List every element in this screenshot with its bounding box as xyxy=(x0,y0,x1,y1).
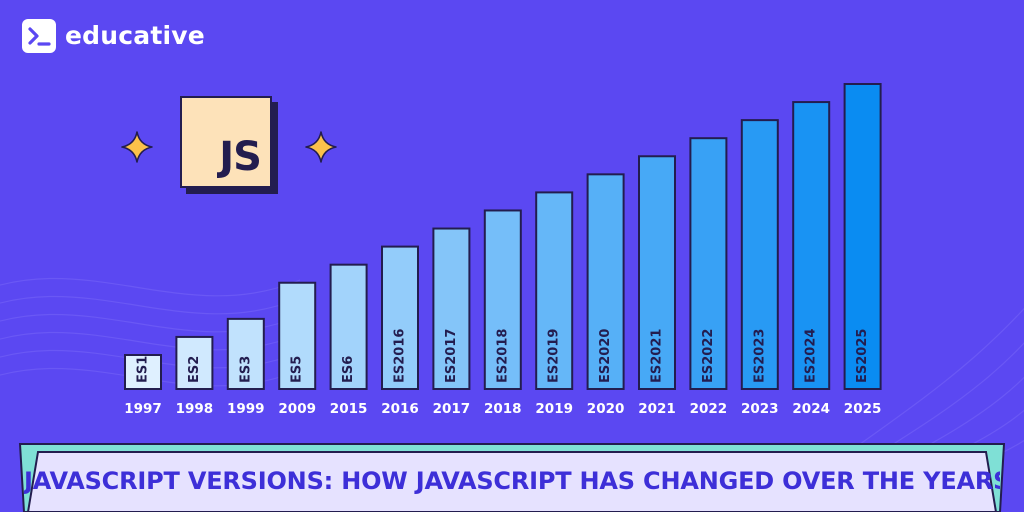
bar-label-ES2017: ES2017 xyxy=(444,329,459,383)
bar-2019 xyxy=(535,191,574,390)
terminal-prompt-icon xyxy=(22,19,56,53)
x-tick-label-2025: 2025 xyxy=(844,401,882,417)
x-tick-label-2017: 2017 xyxy=(433,401,471,417)
bar-2016 xyxy=(381,245,419,390)
bar-2025 xyxy=(843,83,882,390)
x-tick-label-2022: 2022 xyxy=(690,401,728,417)
bar-1999 xyxy=(226,317,265,390)
bar-2009 xyxy=(278,281,317,391)
x-tick-label-2015: 2015 xyxy=(330,401,368,417)
bar-2017 xyxy=(432,227,471,390)
bar-2020 xyxy=(586,173,625,390)
x-tick-label-2018: 2018 xyxy=(484,401,522,417)
x-tick-label-2020: 2020 xyxy=(587,401,625,417)
bar-1997 xyxy=(124,354,162,390)
title-banner xyxy=(0,436,1024,512)
javascript-badge: JS xyxy=(180,96,272,188)
bar-label-ES2016: ES2016 xyxy=(393,329,408,383)
bar-2022 xyxy=(689,137,728,390)
bar-label-ES2018: ES2018 xyxy=(495,329,510,383)
javascript-badge-label: JS xyxy=(219,134,262,180)
bar-label-ES2022: ES2022 xyxy=(701,329,716,383)
x-tick-label-1997: 1997 xyxy=(124,401,162,417)
x-tick-label-1999: 1999 xyxy=(227,401,265,417)
x-tick-label-2021: 2021 xyxy=(638,401,676,417)
x-tick-label-2019: 2019 xyxy=(535,401,573,417)
x-tick-label-2024: 2024 xyxy=(792,401,830,417)
x-tick-label-2023: 2023 xyxy=(741,401,779,417)
bar-label-ES2020: ES2020 xyxy=(598,329,613,383)
bar-label-ES2: ES2 xyxy=(187,356,202,383)
bar-label-ES1: ES1 xyxy=(136,356,151,383)
sparkle-icon xyxy=(305,131,337,163)
bar-label-ES2019: ES2019 xyxy=(547,329,562,383)
bar-label-ES2021: ES2021 xyxy=(650,329,665,383)
bar-2021 xyxy=(638,155,676,390)
bar-label-ES3: ES3 xyxy=(238,356,253,383)
brand-name: educative xyxy=(65,21,205,50)
bar-label-ES2025: ES2025 xyxy=(855,329,870,383)
bar-2024 xyxy=(792,101,831,390)
bar-2018 xyxy=(483,209,522,390)
bar-2015 xyxy=(329,263,368,390)
bar-label-ES5: ES5 xyxy=(290,356,305,383)
bar-label-ES2023: ES2023 xyxy=(752,329,767,383)
bar-2023 xyxy=(740,119,779,390)
brand-logo: educative xyxy=(22,18,205,54)
chart-title: JAVASCRIPT VERSIONS: HOW JAVASCRIPT HAS … xyxy=(24,467,1000,495)
x-tick-label-1998: 1998 xyxy=(176,401,214,417)
bar-1998 xyxy=(175,335,214,390)
x-tick-label-2016: 2016 xyxy=(381,401,419,417)
bar-label-ES6: ES6 xyxy=(341,356,356,383)
sparkle-icon xyxy=(121,131,153,163)
x-tick-label-2009: 2009 xyxy=(278,401,316,417)
bar-label-ES2024: ES2024 xyxy=(804,329,819,383)
